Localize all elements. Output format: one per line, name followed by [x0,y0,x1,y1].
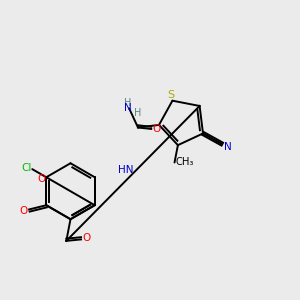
Text: O: O [20,206,28,216]
Text: CH₃: CH₃ [176,158,194,167]
Text: N: N [224,142,231,152]
Text: Cl: Cl [21,163,32,173]
Text: H: H [134,108,141,118]
Text: O: O [82,233,91,243]
Text: O: O [152,124,160,134]
Text: O: O [37,174,45,184]
Text: S: S [167,90,175,100]
Text: N: N [124,103,131,113]
Text: H: H [124,98,131,108]
Text: HN: HN [118,165,134,175]
